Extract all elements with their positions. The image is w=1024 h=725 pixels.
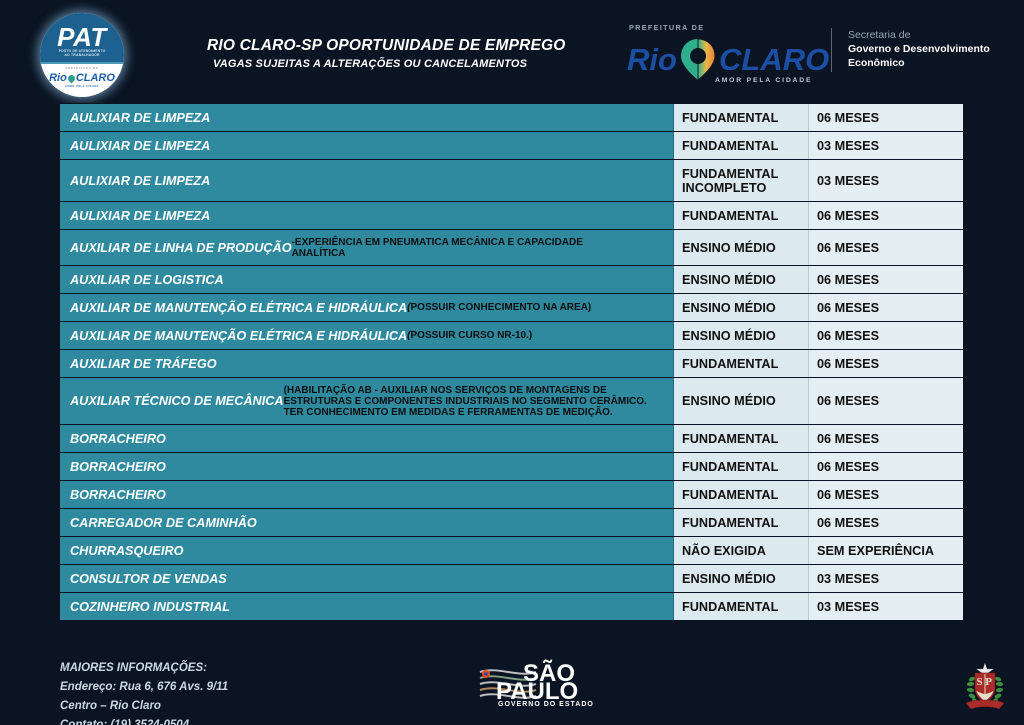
svg-text:P: P [985,676,992,688]
svg-text:S: S [977,676,983,688]
svg-text:Rio: Rio [627,42,677,77]
svg-text:CLARO: CLARO [719,42,829,77]
